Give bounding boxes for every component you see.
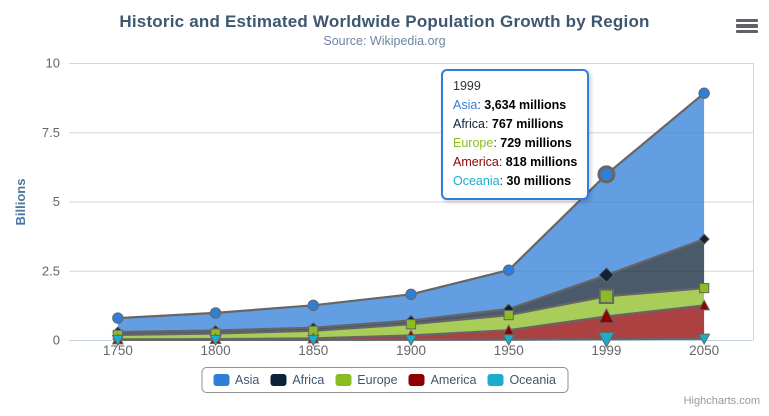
marker-triangle-america-2050[interactable] bbox=[698, 299, 711, 311]
legend-item-africa[interactable]: Africa bbox=[270, 373, 324, 387]
y-axis-label-2.5: 2.5 bbox=[42, 263, 60, 278]
y-axis-title: Billions bbox=[13, 179, 28, 226]
y-axis-label-7.5: 7.5 bbox=[42, 125, 60, 140]
legend-label: Africa bbox=[292, 373, 325, 387]
legend-item-oceania[interactable]: Oceania bbox=[487, 373, 556, 387]
area-america[interactable] bbox=[117, 305, 705, 340]
y-axis-label-5: 5 bbox=[53, 194, 60, 209]
hamburger-icon bbox=[736, 24, 758, 28]
hamburger-icon bbox=[736, 19, 758, 23]
marker-square-europe-1999[interactable] bbox=[598, 288, 615, 304]
x-axis-label-1950: 1950 bbox=[494, 343, 524, 358]
marker-diamond-africa-1999[interactable] bbox=[598, 267, 615, 284]
marker-circle-asia-1800[interactable] bbox=[209, 307, 222, 319]
x-axis-label-1850: 1850 bbox=[298, 343, 328, 358]
legend-label: Oceania bbox=[509, 373, 556, 387]
chart-title: Historic and Estimated Worldwide Populat… bbox=[119, 12, 650, 31]
legend-label: Asia bbox=[235, 373, 260, 387]
marker-square-europe-2050[interactable] bbox=[699, 282, 710, 294]
legend-swatch-icon bbox=[408, 374, 425, 386]
marker-circle-asia-1750[interactable] bbox=[112, 312, 124, 324]
marker-triangle-down-oceania-2050[interactable] bbox=[697, 333, 711, 346]
marker-triangle-down-oceania-1950[interactable] bbox=[502, 334, 515, 347]
marker-circle-asia-1900[interactable] bbox=[405, 288, 417, 300]
marker-triangle-down-oceania-1750[interactable] bbox=[111, 334, 125, 347]
legend-item-europe[interactable]: Europe bbox=[335, 373, 398, 387]
marker-triangle-down-oceania-1800[interactable] bbox=[209, 334, 222, 347]
marker-triangle-down-oceania-1900[interactable] bbox=[404, 334, 418, 347]
marker-triangle-down-oceania-1850[interactable] bbox=[307, 334, 320, 347]
x-axis-label-1900: 1900 bbox=[396, 343, 426, 358]
x-axis-label-1750: 1750 bbox=[103, 343, 133, 358]
hamburger-icon bbox=[736, 29, 758, 33]
marker-circle-asia-2050[interactable] bbox=[698, 87, 710, 99]
x-axis-label-1999: 1999 bbox=[591, 343, 621, 358]
y-axis-label-0: 0 bbox=[53, 333, 60, 348]
area-africa[interactable] bbox=[117, 239, 705, 335]
legend-label: Europe bbox=[357, 373, 398, 387]
x-axis-label-2050: 2050 bbox=[689, 343, 719, 358]
marker-diamond-africa-2050[interactable] bbox=[698, 233, 710, 245]
export-menu-button[interactable] bbox=[736, 19, 758, 33]
legend-swatch-icon bbox=[487, 374, 504, 386]
legend: Asia Africa Europe America Oceania bbox=[201, 367, 568, 393]
legend-swatch-icon bbox=[213, 374, 229, 386]
legend-item-asia[interactable]: Asia bbox=[213, 373, 259, 387]
x-axis-label-1800: 1800 bbox=[201, 343, 231, 358]
y-axis-label-10: 10 bbox=[46, 56, 60, 71]
legend-swatch-icon bbox=[270, 374, 287, 386]
legend-item-america[interactable]: America bbox=[408, 373, 477, 387]
credits-link[interactable]: Highcharts.com bbox=[683, 395, 760, 407]
area-asia[interactable] bbox=[117, 93, 705, 332]
marker-circle-asia-1950[interactable] bbox=[503, 264, 515, 276]
marker-circle-asia-1999[interactable] bbox=[597, 165, 616, 184]
legend-swatch-icon bbox=[335, 374, 352, 386]
legend-label: America bbox=[430, 373, 477, 387]
marker-triangle-america-1999[interactable] bbox=[598, 307, 615, 324]
marker-square-europe-1900[interactable] bbox=[405, 319, 417, 330]
chart-subtitle: Source: Wikipedia.org bbox=[323, 34, 446, 48]
marker-circle-asia-1850[interactable] bbox=[307, 299, 319, 312]
marker-triangle-down-oceania-1999[interactable] bbox=[597, 332, 616, 349]
marker-square-europe-1950[interactable] bbox=[503, 309, 514, 321]
